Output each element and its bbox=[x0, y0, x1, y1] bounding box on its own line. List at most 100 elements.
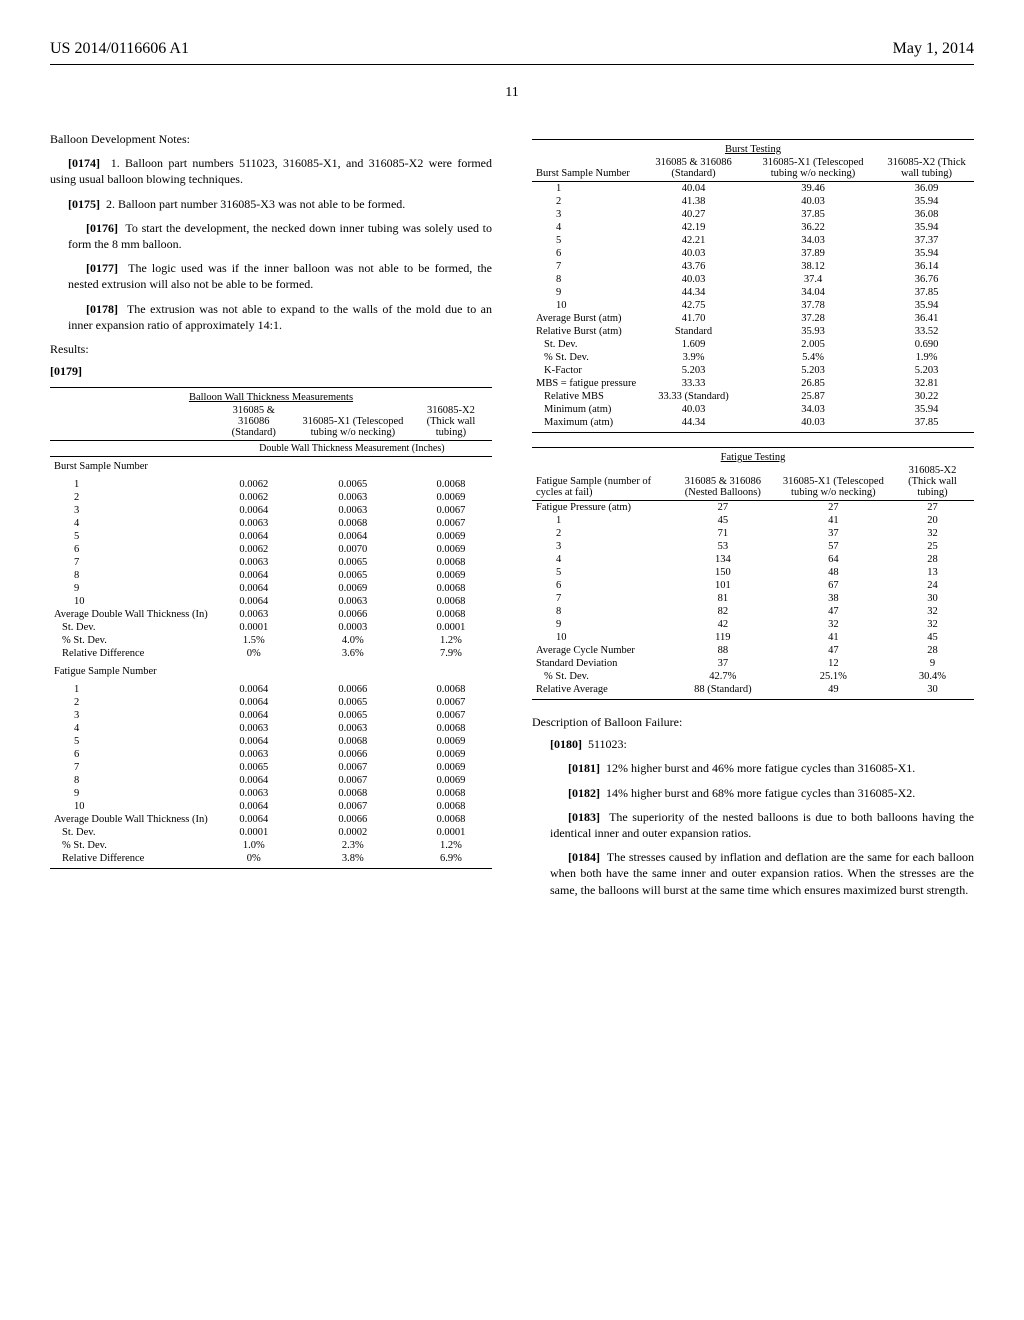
cell: 0.0062 bbox=[212, 478, 296, 491]
row-label: 3 bbox=[532, 540, 670, 553]
cell: 0.0068 bbox=[410, 608, 492, 621]
row-label: 5 bbox=[532, 566, 670, 579]
row-label: Relative Average bbox=[532, 683, 670, 700]
row-label: 4 bbox=[50, 722, 212, 735]
row-label: 7 bbox=[50, 761, 212, 774]
row-label: 1 bbox=[50, 478, 212, 491]
row-label: 7 bbox=[532, 260, 640, 273]
row-label: St. Dev. bbox=[50, 621, 212, 634]
cell: 47 bbox=[776, 644, 891, 657]
row-label: 2 bbox=[50, 491, 212, 504]
cell: 119 bbox=[670, 631, 776, 644]
cell: 0.0068 bbox=[410, 722, 492, 735]
cell: 36.76 bbox=[879, 273, 974, 286]
row-label: 2 bbox=[50, 696, 212, 709]
pnum: [0184] bbox=[568, 850, 600, 864]
row-label: 10 bbox=[50, 595, 212, 608]
cell: 33.33 (Standard) bbox=[640, 390, 747, 403]
cell: 0.0068 bbox=[296, 735, 410, 748]
cell: 24 bbox=[891, 579, 974, 592]
row-label: MBS = fatigue pressure bbox=[532, 377, 640, 390]
cell: 41 bbox=[776, 631, 891, 644]
col-header: 316085-X1 (Telescoped tubing w/o necking… bbox=[776, 463, 891, 501]
cell: 0.0062 bbox=[212, 543, 296, 556]
cell: 44.34 bbox=[640, 286, 747, 299]
para-0184: [0184] The stresses caused by inflation … bbox=[550, 849, 974, 898]
row-label: Average Cycle Number bbox=[532, 644, 670, 657]
cell: 37 bbox=[670, 657, 776, 670]
cell: 0.0063 bbox=[212, 556, 296, 569]
cell: 0.0001 bbox=[212, 621, 296, 634]
cell: 5.203 bbox=[879, 364, 974, 377]
doc-date: May 1, 2014 bbox=[893, 40, 974, 58]
cell: 0.0001 bbox=[410, 621, 492, 634]
row-label: 8 bbox=[50, 774, 212, 787]
cell: 0.0001 bbox=[410, 826, 492, 839]
cell: 42 bbox=[670, 618, 776, 631]
cell: 30.22 bbox=[879, 390, 974, 403]
cell: 42.21 bbox=[640, 234, 747, 247]
cell: 12 bbox=[776, 657, 891, 670]
para-0176: [0176] To start the development, the nec… bbox=[68, 220, 492, 252]
cell: 0.0064 bbox=[212, 696, 296, 709]
cell: 0.0069 bbox=[410, 748, 492, 761]
doc-number: US 2014/0116606 A1 bbox=[50, 40, 189, 58]
results-label: Results: bbox=[50, 341, 492, 357]
cell: 0.0067 bbox=[410, 504, 492, 517]
page-number: 11 bbox=[50, 85, 974, 101]
para-text: The superiority of the nested balloons i… bbox=[550, 810, 974, 840]
cell: 0.0065 bbox=[296, 478, 410, 491]
cell: 25.87 bbox=[747, 390, 879, 403]
row-label: 9 bbox=[532, 286, 640, 299]
left-column: Balloon Development Notes: [0174] 1. Bal… bbox=[50, 131, 492, 906]
row-label: 1 bbox=[50, 683, 212, 696]
col-header: 316085-X2 (Thick wall tubing) bbox=[879, 155, 974, 182]
para-0178: [0178] The extrusion was not able to exp… bbox=[68, 301, 492, 333]
cell: 150 bbox=[670, 566, 776, 579]
cell: 48 bbox=[776, 566, 891, 579]
row-label: 8 bbox=[532, 605, 670, 618]
cell: 25.1% bbox=[776, 670, 891, 683]
cell: 0.0066 bbox=[296, 748, 410, 761]
cell: 0.690 bbox=[879, 338, 974, 351]
cell: 5.203 bbox=[640, 364, 747, 377]
row-label: 4 bbox=[50, 517, 212, 530]
cell: 0.0070 bbox=[296, 543, 410, 556]
row-label: 4 bbox=[532, 221, 640, 234]
cell: 1.609 bbox=[640, 338, 747, 351]
cell: 0.0002 bbox=[296, 826, 410, 839]
cell: 39.46 bbox=[747, 182, 879, 196]
row-label: 7 bbox=[532, 592, 670, 605]
row-label: % St. Dev. bbox=[532, 351, 640, 364]
row-label: 9 bbox=[50, 582, 212, 595]
row-label: 8 bbox=[50, 569, 212, 582]
cell: 37.78 bbox=[747, 299, 879, 312]
cell: 0.0069 bbox=[296, 582, 410, 595]
para-text: 511023: bbox=[588, 737, 627, 751]
para-text: The logic used was if the inner balloon … bbox=[68, 261, 492, 291]
header-rule bbox=[50, 64, 974, 65]
row-label: Standard Deviation bbox=[532, 657, 670, 670]
cell: 37.4 bbox=[747, 273, 879, 286]
cell: 0.0069 bbox=[410, 530, 492, 543]
row-label: 6 bbox=[532, 247, 640, 260]
cell: 33.33 bbox=[640, 377, 747, 390]
pnum: [0183] bbox=[568, 810, 600, 824]
cell: 1.0% bbox=[212, 839, 296, 852]
row-label: 3 bbox=[50, 504, 212, 517]
pnum: [0181] bbox=[568, 761, 600, 775]
col-header: 316085-X1 (Telescoped tubing w/o necking… bbox=[296, 403, 410, 441]
cell: 40.03 bbox=[747, 416, 879, 433]
row-label: 6 bbox=[50, 543, 212, 556]
cell: 2.005 bbox=[747, 338, 879, 351]
cell: 13 bbox=[891, 566, 974, 579]
cell: 0.0064 bbox=[212, 774, 296, 787]
cell: 41 bbox=[776, 514, 891, 527]
cell: 0.0063 bbox=[212, 608, 296, 621]
cell: 35.94 bbox=[879, 221, 974, 234]
cell: 42.7% bbox=[670, 670, 776, 683]
row-label: 6 bbox=[50, 748, 212, 761]
cell: 0.0063 bbox=[212, 722, 296, 735]
cell: 27 bbox=[670, 501, 776, 515]
cell: 7.9% bbox=[410, 647, 492, 660]
